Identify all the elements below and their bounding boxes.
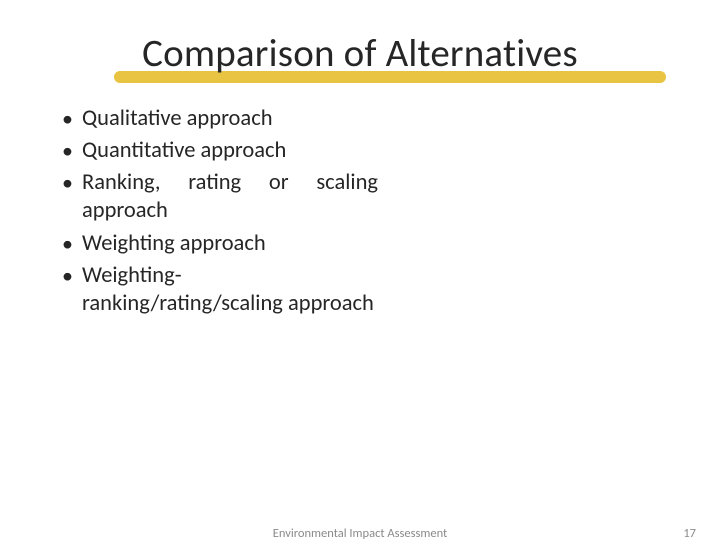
slide: Comparison of Alternatives Qualitative a… — [0, 0, 720, 540]
list-item: Quantitative approach — [58, 137, 378, 165]
list-item: Weighting approach — [58, 230, 378, 258]
title-container: Comparison of Alternatives — [50, 30, 670, 77]
bullet-list: Qualitative approach Quantitative approa… — [58, 105, 378, 318]
list-item: Qualitative approach — [58, 105, 378, 133]
page-number: 17 — [683, 526, 696, 540]
slide-title: Comparison of Alternatives — [50, 30, 670, 77]
list-item: Weighting-ranking/rating/scaling approac… — [58, 262, 378, 318]
footer-text: Environmental Impact Assessment — [273, 526, 448, 540]
list-item: Ranking, rating or scaling approach — [58, 169, 378, 225]
